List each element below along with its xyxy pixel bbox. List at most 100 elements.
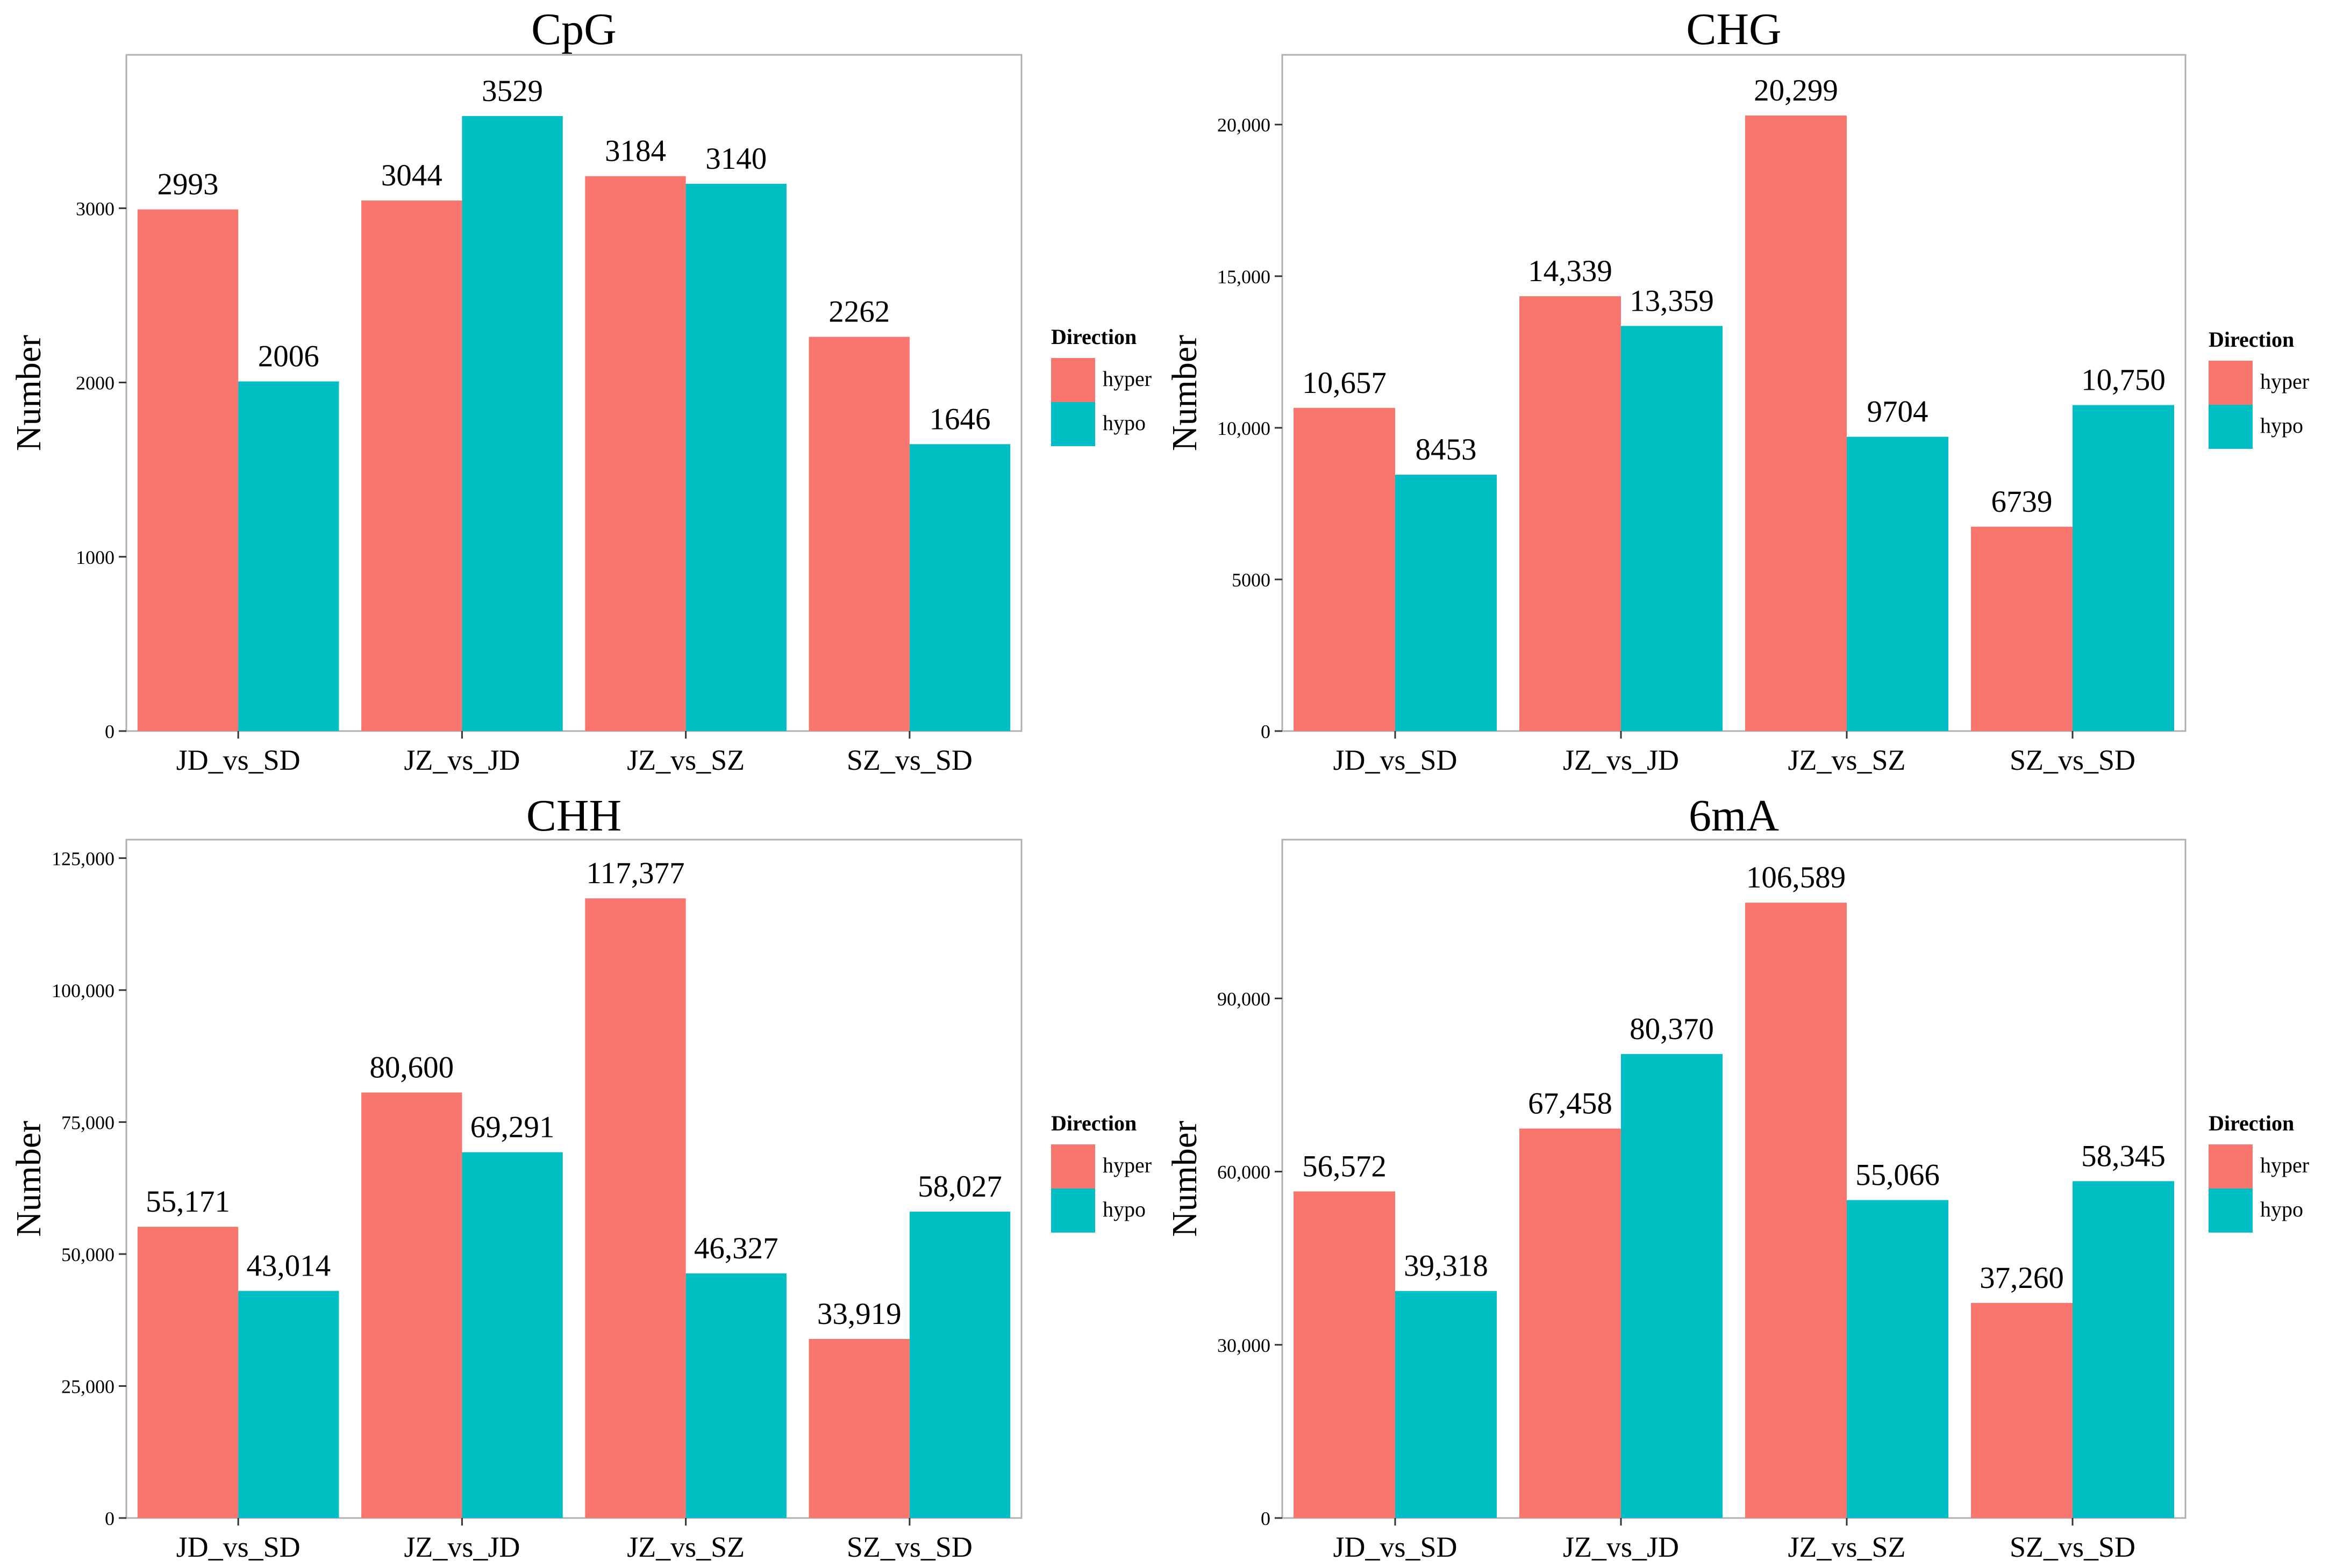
legend-key-hyper bbox=[1051, 358, 1095, 402]
bar-hyper bbox=[1519, 296, 1621, 731]
chart-title: CpG bbox=[531, 4, 617, 54]
bar-hypo bbox=[462, 1152, 563, 1518]
legend-label-hypo: hypo bbox=[2260, 413, 2303, 438]
x-tick-label: JZ_vs_SZ bbox=[1788, 1531, 1905, 1563]
data-label: 46,327 bbox=[694, 1232, 778, 1265]
y-tick-label: 90,000 bbox=[1217, 988, 1270, 1009]
bar-hypo bbox=[1847, 1200, 1948, 1518]
x-tick-label: JZ_vs_SZ bbox=[1788, 744, 1905, 776]
legend-label-hypo: hypo bbox=[1103, 1197, 1146, 1221]
bar-hypo bbox=[909, 444, 1011, 731]
y-tick-label: 0 bbox=[1261, 1508, 1270, 1529]
bar-hyper bbox=[585, 898, 686, 1518]
y-axis-label: Number bbox=[1165, 335, 1204, 451]
legend-label-hypo: hypo bbox=[2260, 1197, 2303, 1221]
bar-hypo bbox=[685, 1273, 787, 1518]
bar-hypo bbox=[238, 381, 339, 731]
panel-chh: CHH Number 0 25,000 50,000 75,000 100,000 125,0… bbox=[9, 791, 1152, 1563]
legend-label-hyper: hyper bbox=[1103, 1153, 1152, 1177]
data-label: 55,066 bbox=[1855, 1158, 1940, 1192]
data-label: 80,600 bbox=[369, 1050, 454, 1084]
chart-title: CHG bbox=[1686, 4, 1781, 54]
bar-hyper bbox=[137, 1227, 239, 1518]
data-label: 2993 bbox=[157, 168, 218, 202]
bar-hyper bbox=[1294, 407, 1395, 731]
data-label: 8453 bbox=[1416, 433, 1477, 467]
y-tick-label: 25,000 bbox=[61, 1376, 115, 1397]
bar-hypo bbox=[2073, 1181, 2174, 1518]
data-label: 3044 bbox=[381, 159, 442, 192]
bar-hyper bbox=[1971, 526, 2073, 731]
data-label: 14,339 bbox=[1528, 254, 1612, 288]
legend: Direction hyper hypo bbox=[2209, 327, 2309, 449]
bar-hyper bbox=[1971, 1302, 2073, 1518]
bar-hypo bbox=[685, 183, 787, 731]
bar-hypo bbox=[909, 1212, 1011, 1518]
x-tick-label: JZ_vs_JD bbox=[1563, 744, 1679, 776]
bar-hypo bbox=[238, 1291, 339, 1518]
x-tick-label: JZ_vs_JD bbox=[1563, 1531, 1679, 1563]
data-label: 37,260 bbox=[1980, 1261, 2064, 1295]
data-label: 39,318 bbox=[1404, 1249, 1488, 1283]
x-tick-label: SZ_vs_SD bbox=[847, 1531, 973, 1563]
legend-key-hypo bbox=[2209, 1188, 2253, 1233]
chart-title: CHH bbox=[526, 791, 621, 841]
legend-label-hyper: hyper bbox=[1103, 367, 1152, 391]
bar-hyper bbox=[137, 209, 239, 731]
panel-cpg: CpG Number 0 1000 2000 3000 JD_vs_SD 2993 2006 JZ… bbox=[9, 4, 1152, 776]
legend-key-hyper bbox=[2209, 1144, 2253, 1188]
data-label: 69,291 bbox=[470, 1110, 555, 1144]
x-tick-label: JZ_vs_JD bbox=[404, 1531, 520, 1563]
y-tick-label: 5000 bbox=[1232, 569, 1270, 591]
x-tick-label: JZ_vs_SZ bbox=[627, 744, 745, 776]
legend-key-hypo bbox=[2209, 405, 2253, 449]
legend: Direction hyper hypo bbox=[2209, 1111, 2309, 1233]
y-tick-label: 3000 bbox=[76, 198, 115, 219]
x-tick-label: SZ_vs_SD bbox=[847, 744, 973, 776]
data-label: 80,370 bbox=[1630, 1012, 1714, 1046]
legend-key-hypo bbox=[1051, 1188, 1095, 1233]
data-label: 1646 bbox=[930, 402, 991, 436]
bar-hypo bbox=[2073, 405, 2174, 731]
data-label: 56,572 bbox=[1302, 1149, 1387, 1183]
data-label: 2006 bbox=[258, 340, 319, 374]
data-label: 3529 bbox=[482, 74, 543, 108]
bar-hypo bbox=[1621, 326, 1723, 731]
legend: Direction hyper hypo bbox=[1051, 1111, 1152, 1233]
y-tick-label: 0 bbox=[1261, 721, 1270, 742]
bar-hyper bbox=[361, 1092, 462, 1518]
legend: Direction hyper hypo bbox=[1051, 325, 1152, 446]
data-label: 20,299 bbox=[1754, 74, 1838, 108]
panel-chg: CHG Number 0 5000 10,000 15,000 20,000 JD_vs_SD… bbox=[1165, 4, 2309, 776]
data-label: 67,458 bbox=[1528, 1086, 1612, 1120]
x-tick-label: JZ_vs_JD bbox=[404, 744, 520, 776]
y-tick-label: 1000 bbox=[76, 547, 115, 568]
data-label: 3140 bbox=[705, 142, 767, 176]
data-label: 2262 bbox=[828, 295, 890, 329]
bar-hyper bbox=[1294, 1191, 1395, 1518]
data-label: 55,171 bbox=[146, 1185, 230, 1219]
y-tick-label: 125,000 bbox=[52, 848, 115, 869]
data-label: 58,345 bbox=[2081, 1139, 2166, 1173]
y-tick-label: 15,000 bbox=[1217, 266, 1270, 288]
data-label: 10,657 bbox=[1302, 366, 1387, 400]
bar-hypo bbox=[462, 116, 563, 732]
bar-hyper bbox=[361, 201, 462, 732]
y-tick-label: 60,000 bbox=[1217, 1162, 1270, 1183]
y-tick-label: 100,000 bbox=[52, 980, 115, 1001]
x-tick-label: SZ_vs_SD bbox=[2010, 744, 2135, 776]
data-label: 10,750 bbox=[2081, 363, 2166, 397]
y-axis-label: Number bbox=[9, 1121, 48, 1237]
x-tick-label: JD_vs_SD bbox=[1333, 1531, 1457, 1563]
legend-key-hypo bbox=[1051, 402, 1095, 446]
x-tick-label: JD_vs_SD bbox=[176, 1531, 301, 1563]
legend-label-hypo: hypo bbox=[1103, 411, 1146, 435]
bar-hyper bbox=[1745, 115, 1847, 731]
data-label: 33,919 bbox=[817, 1297, 902, 1331]
data-label: 43,014 bbox=[246, 1249, 331, 1283]
y-tick-label: 75,000 bbox=[61, 1112, 115, 1133]
y-tick-label: 10,000 bbox=[1217, 418, 1270, 439]
x-tick-label: JD_vs_SD bbox=[1333, 744, 1457, 776]
legend-key-hyper bbox=[2209, 361, 2253, 405]
data-label: 6739 bbox=[1991, 485, 2053, 519]
